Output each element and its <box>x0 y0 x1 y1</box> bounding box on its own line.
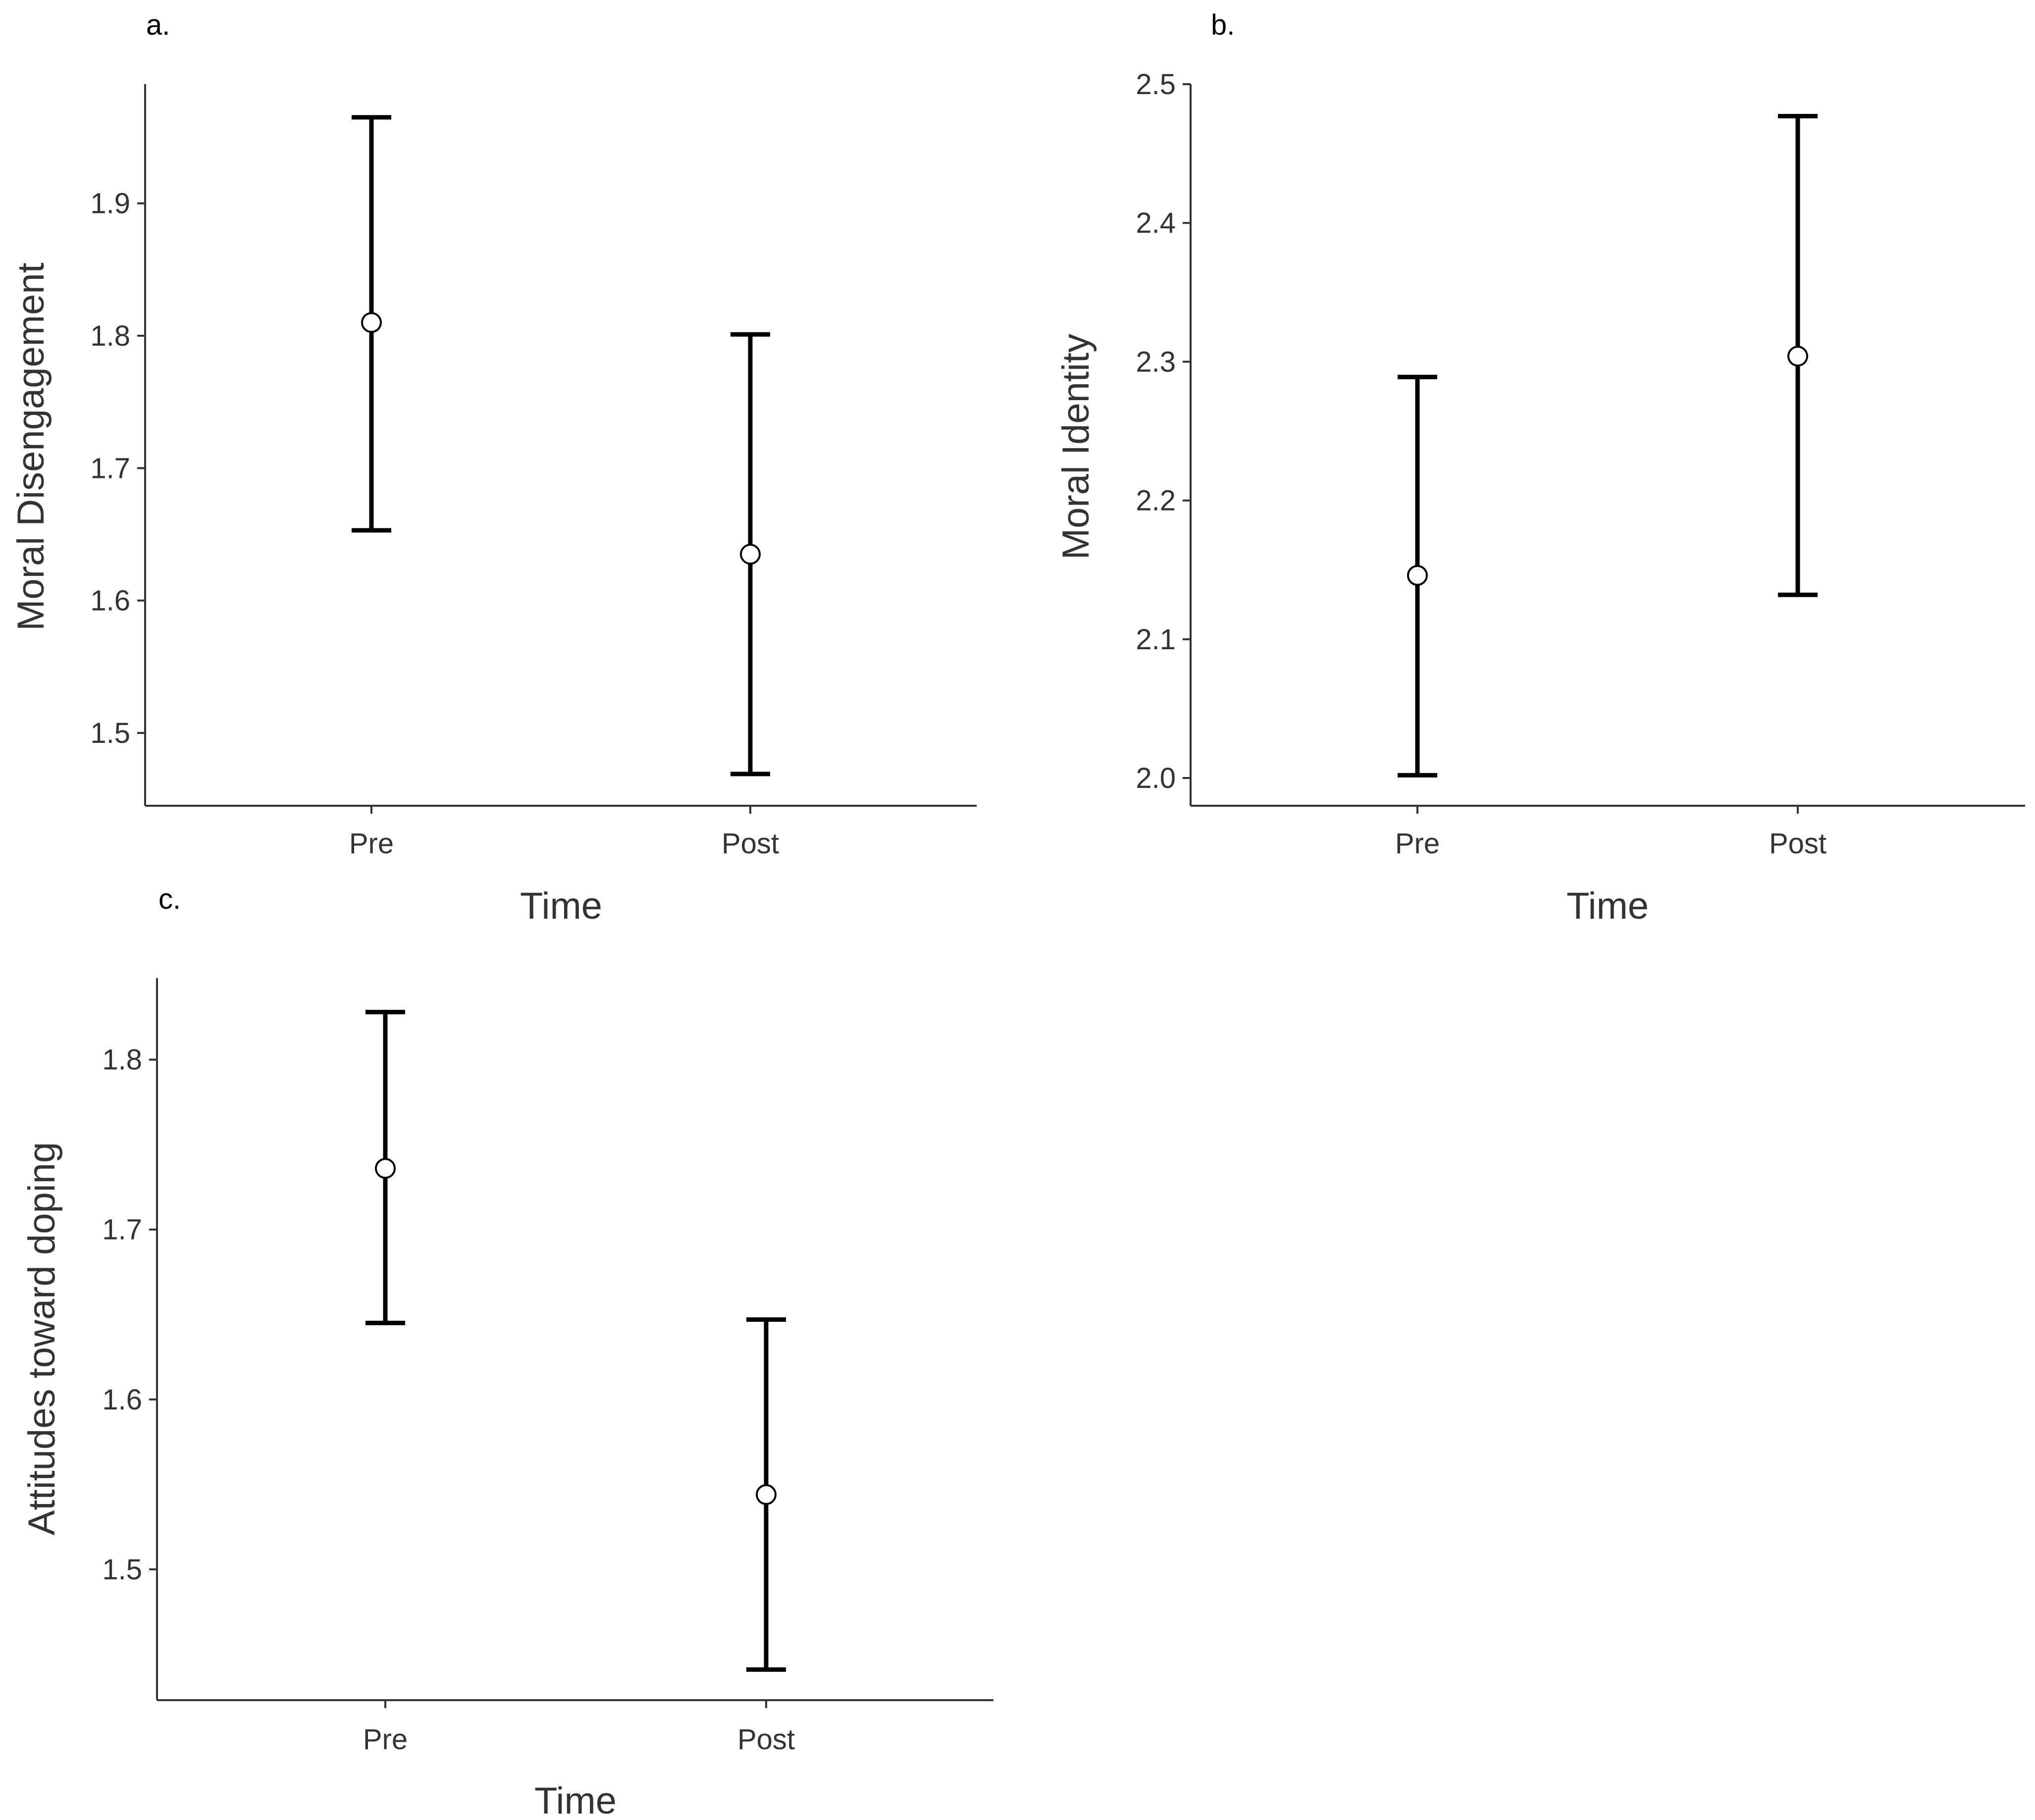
x-axis-title: Time <box>1566 885 1649 927</box>
y-tick-label: 2.4 <box>1136 207 1176 239</box>
chart-panel: a. 1.5 1.6 1.7 1.8 1.9 Pre Post Time Moral Diseng… <box>10 9 977 927</box>
mean-point <box>1407 565 1428 586</box>
y-tick-label: 1.8 <box>102 1044 142 1076</box>
x-tick-label: Pre <box>363 1723 408 1756</box>
chart-panel: c. 1.5 1.6 1.7 1.8 Pre Post Time Attitudes towar… <box>21 883 993 1820</box>
mean-point <box>375 1158 396 1179</box>
x-tick-label: Post <box>1769 828 1826 860</box>
y-tick-label: 2.2 <box>1136 485 1176 517</box>
panel-letter: a. <box>146 9 170 41</box>
y-axis-title: Moral Disengagement <box>10 262 52 631</box>
y-tick-label: 2.0 <box>1136 762 1176 794</box>
y-tick-label: 1.9 <box>90 188 130 220</box>
x-tick-label: Post <box>722 828 779 860</box>
mean-point <box>1787 346 1808 367</box>
y-tick-label: 1.7 <box>102 1214 142 1246</box>
y-tick-label: 2.5 <box>1136 68 1176 101</box>
panel-letter: c. <box>158 883 181 915</box>
y-axis-title: Attitudes toward doping <box>21 1142 63 1535</box>
mean-point <box>361 312 382 333</box>
y-tick-label: 1.6 <box>102 1384 142 1416</box>
x-tick-label: Post <box>737 1723 795 1756</box>
y-tick-label: 1.6 <box>90 585 130 617</box>
x-axis-title: Time <box>534 1780 617 1820</box>
y-tick-label: 1.7 <box>90 452 130 484</box>
x-tick-label: Pre <box>1395 828 1440 860</box>
panel-letter: b. <box>1211 9 1235 41</box>
mean-point <box>756 1484 777 1505</box>
y-tick-label: 1.5 <box>102 1554 142 1586</box>
x-axis-title: Time <box>520 885 602 927</box>
mean-point <box>740 544 761 565</box>
y-tick-label: 2.3 <box>1136 346 1176 378</box>
y-tick-label: 1.8 <box>90 320 130 352</box>
y-axis-title: Moral Identity <box>1055 334 1097 560</box>
x-tick-label: Pre <box>349 828 394 860</box>
y-tick-label: 2.1 <box>1136 624 1176 656</box>
chart-panel: b. 2.0 2.1 2.2 2.3 2.4 2.5 Pre Post Time Moral Ide… <box>1055 9 2025 927</box>
y-tick-label: 1.5 <box>90 717 130 749</box>
